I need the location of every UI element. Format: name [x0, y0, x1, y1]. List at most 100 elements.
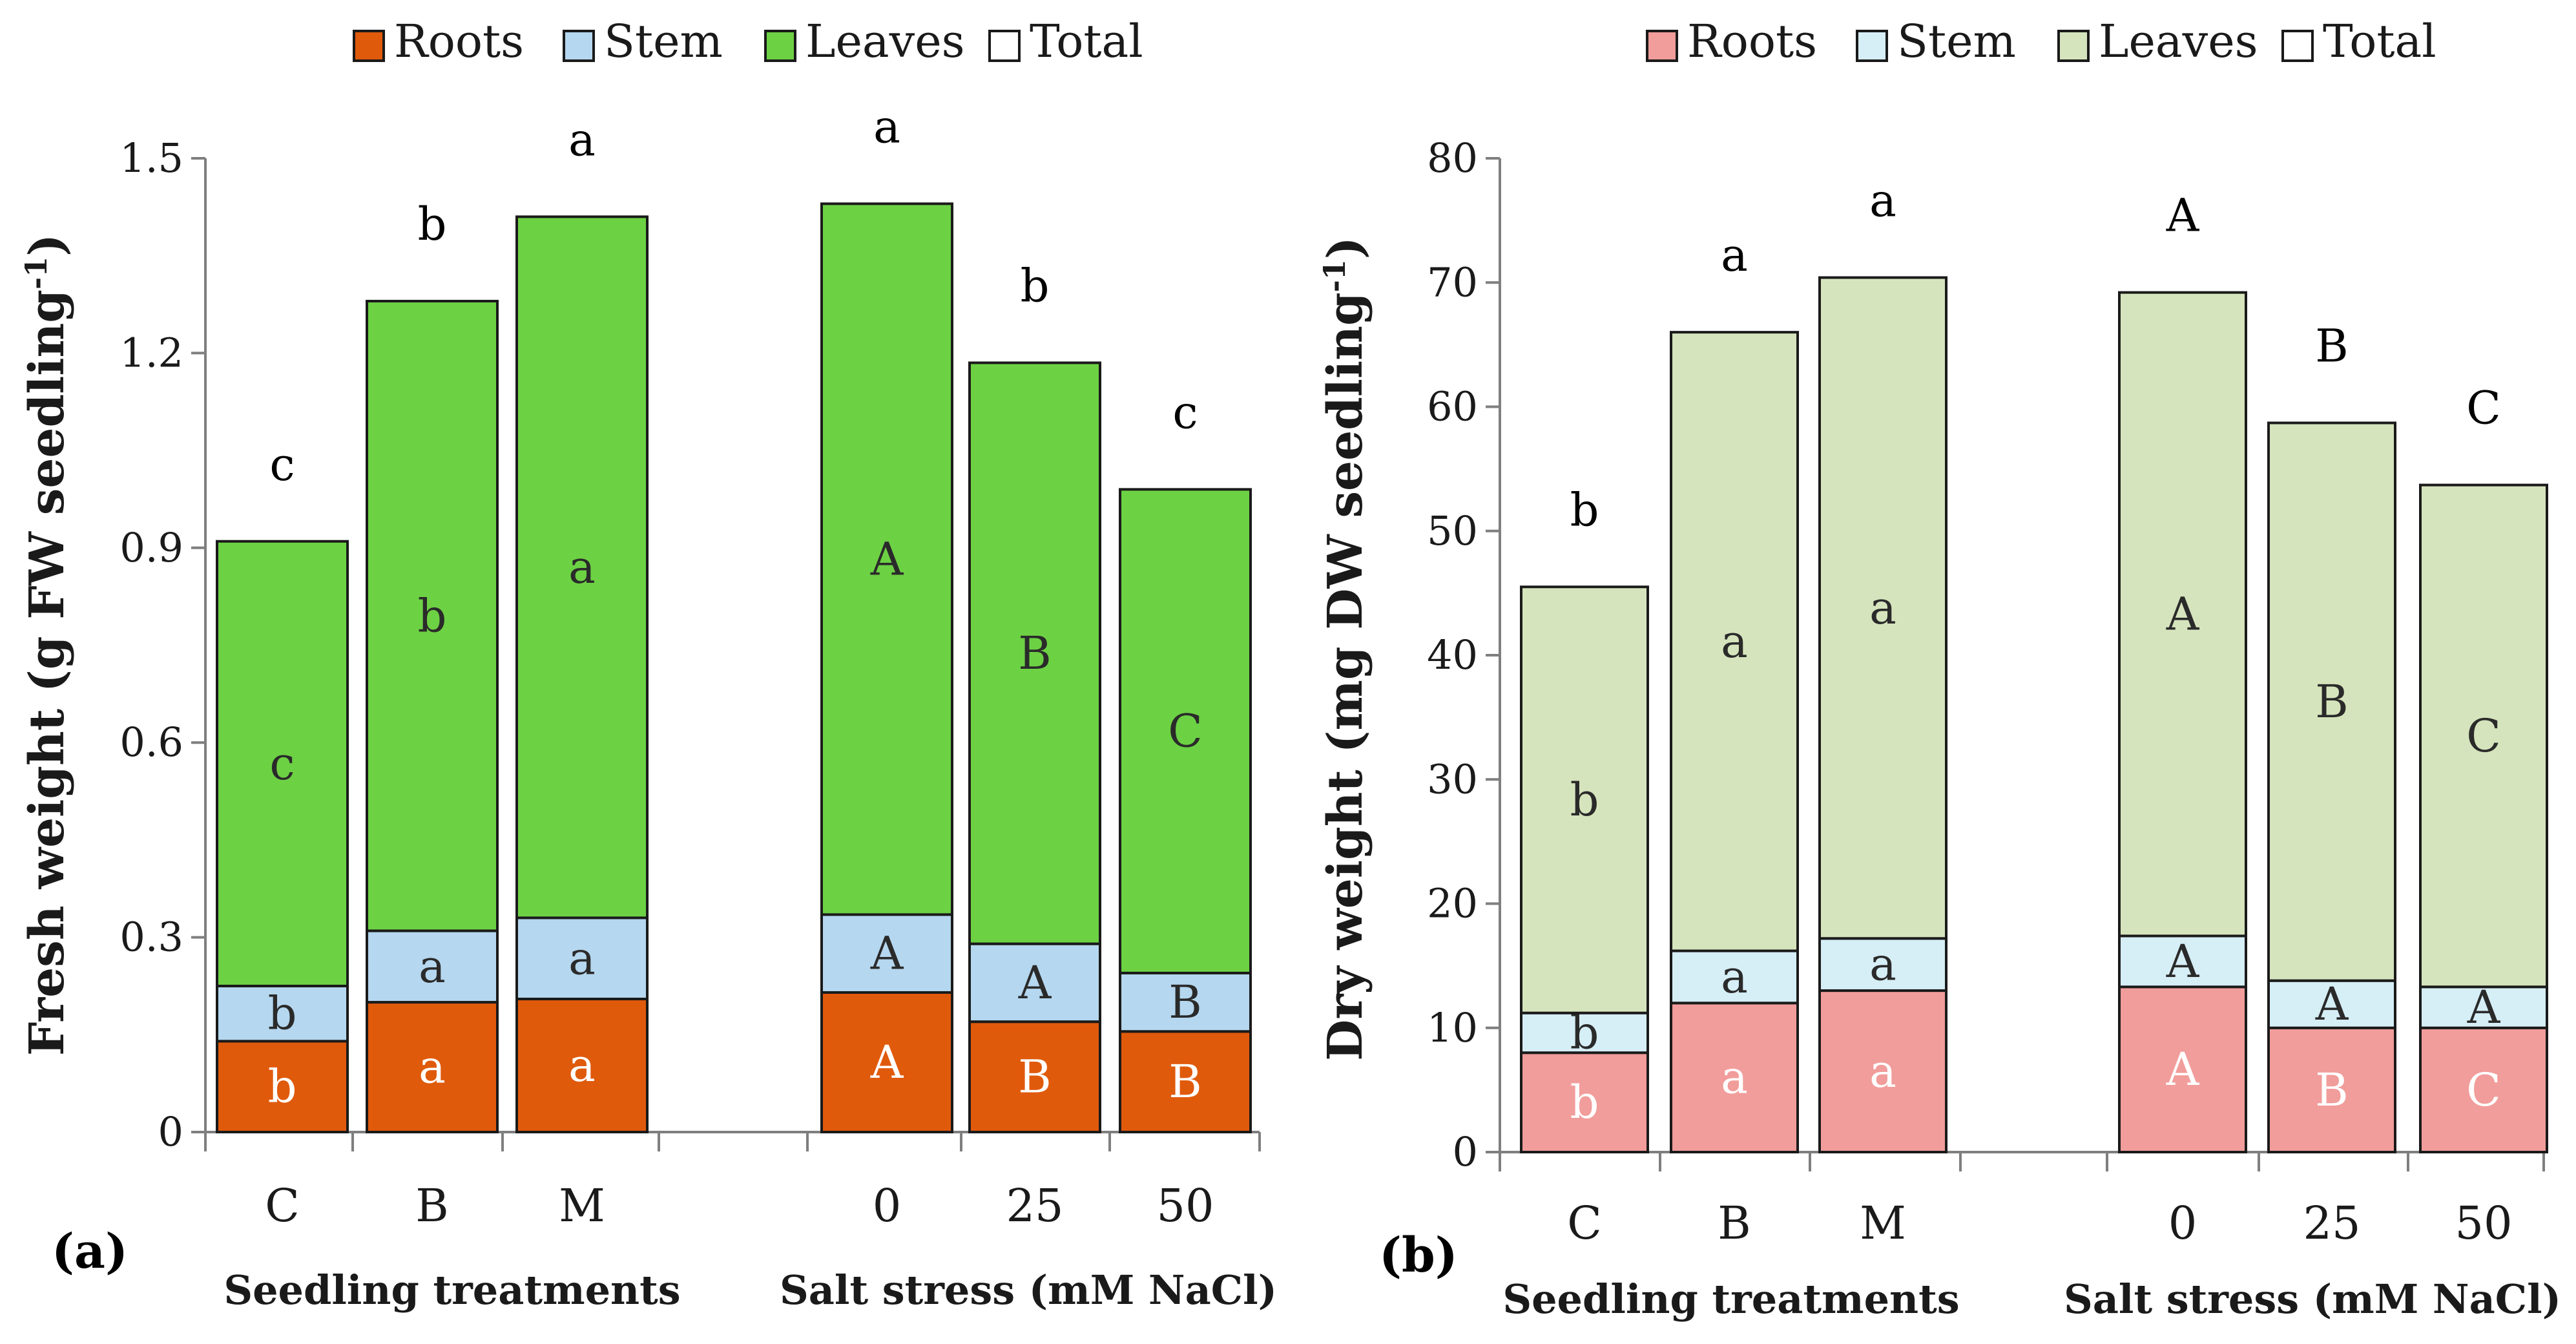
bar-total-letter-0: a — [873, 100, 900, 153]
bar-stem-C — [216, 984, 349, 1043]
y-tick-label: 70 — [1427, 258, 1478, 306]
bar-stem-letter-B: a — [1721, 950, 1748, 1003]
bar-roots-letter-M: a — [568, 1039, 596, 1092]
y-tick-label: 1.5 — [119, 134, 183, 182]
y-tick-label: 40 — [1427, 631, 1478, 678]
bar-roots-letter-0: A — [2166, 1043, 2200, 1096]
bar-leaves-letter-M: a — [1869, 582, 1896, 635]
bar-stem-letter-50: A — [2467, 981, 2501, 1034]
bar-leaves-letter-B: a — [1721, 615, 1748, 668]
bar-leaves-letter-0: A — [2166, 588, 2200, 641]
bar-roots-letter-50: B — [1169, 1055, 1201, 1108]
bar-stem-letter-0: A — [2166, 935, 2200, 988]
x-category-label-50: 50 — [1156, 1179, 1214, 1232]
y-tick-label: 0 — [1453, 1128, 1478, 1175]
legend-swatch-total — [2281, 30, 2314, 62]
y-axis-title-close: ) — [1318, 236, 1373, 259]
bar-stem-0 — [820, 913, 953, 994]
bar-leaves-M — [1818, 276, 1948, 940]
x-group-label: Salt stress (mM NaCl) — [2064, 1276, 2561, 1323]
x-group-label: Salt stress (mM NaCl) — [780, 1266, 1277, 1314]
legend-swatch-total — [988, 30, 1021, 62]
y-axis-title-close: ) — [19, 234, 75, 257]
bar-roots-letter-50: C — [2466, 1064, 2501, 1117]
x-group-label: Seedling treatments — [223, 1266, 680, 1314]
bar-leaves-B — [1670, 331, 1799, 952]
panel-label: (a) — [52, 1224, 128, 1279]
legend-label-roots: Roots — [394, 15, 524, 68]
y-tick-label: 0.9 — [119, 524, 183, 571]
x-category-label-25: 25 — [1006, 1179, 1063, 1232]
x-category-label-C: C — [1567, 1197, 1602, 1250]
bar-stem-C — [1520, 1011, 1649, 1055]
bar-stem-letter-25: A — [2315, 978, 2349, 1031]
legend-swatch-roots — [353, 30, 385, 62]
bar-leaves-C — [216, 540, 349, 987]
bar-leaves-letter-50: C — [1168, 705, 1203, 758]
x-category-label-M: M — [559, 1179, 605, 1232]
bar-total-letter-B: a — [1721, 229, 1748, 282]
bar-total-letter-C: c — [269, 438, 295, 491]
bar-roots-letter-25: B — [1018, 1051, 1051, 1104]
bar-roots-0 — [2118, 985, 2247, 1153]
bar-stem-letter-25: A — [1018, 956, 1052, 1009]
bar-roots-letter-M: a — [1869, 1045, 1896, 1098]
legend-swatch-stem — [1856, 30, 1888, 62]
bar-stem-letter-C: b — [1570, 1006, 1599, 1059]
bar-stem-0 — [2118, 934, 2247, 989]
bar-stem-25 — [968, 942, 1101, 1024]
bar-stem-letter-B: a — [419, 940, 446, 993]
bar-roots-50 — [2419, 1026, 2548, 1153]
y-tick-label: 80 — [1427, 134, 1478, 182]
legend-label-total: Total — [2323, 15, 2436, 68]
bar-leaves-25 — [968, 361, 1101, 945]
bar-leaves-0 — [820, 202, 953, 916]
legend-label-leaves: Leaves — [2099, 15, 2258, 68]
bar-stem-50 — [2419, 985, 2548, 1029]
bar-roots-letter-C: b — [268, 1060, 297, 1113]
bar-roots-B — [1670, 1002, 1799, 1154]
bar-stem-letter-50: B — [1169, 976, 1201, 1029]
legend-label-roots: Roots — [1687, 15, 1817, 68]
bar-total-letter-C: b — [1570, 483, 1599, 536]
bar-stem-letter-M: a — [1869, 938, 1896, 991]
legend-label-total: Total — [1030, 15, 1143, 68]
bar-roots-M — [1818, 989, 1948, 1153]
bar-total-letter-M: a — [568, 113, 596, 166]
bar-leaves-letter-C: c — [269, 737, 295, 790]
x-category-label-25: 25 — [2303, 1197, 2360, 1250]
x-category-label-C: C — [265, 1179, 300, 1232]
panel-a-fresh-weight-chart: Roots Stem Leaves Total 0 0.3 0.6 0.9 1.2 1.5 Fres… — [19, 15, 1277, 1314]
x-group-label: Seedling treatments — [1502, 1276, 1959, 1323]
bar-total-letter-B: b — [418, 198, 447, 251]
bar-roots-letter-25: B — [2315, 1064, 2348, 1117]
legend-swatch-leaves — [764, 30, 796, 62]
y-tick-label: 1.2 — [119, 329, 183, 376]
bar-roots-letter-0: A — [870, 1036, 904, 1089]
bar-leaves-0 — [2118, 291, 2247, 938]
bar-leaves-letter-B: b — [418, 589, 447, 642]
bar-total-letter-25: b — [1021, 259, 1050, 312]
y-axis-title-superscript: -1 — [1317, 259, 1352, 292]
bar-leaves-25 — [2267, 421, 2396, 982]
bar-roots-letter-B: a — [419, 1041, 446, 1094]
bar-leaves-C — [1520, 585, 1649, 1014]
bar-stem-letter-C: b — [268, 987, 297, 1040]
bar-leaves-letter-50: C — [2466, 709, 2501, 762]
bar-roots-B — [366, 1001, 499, 1133]
y-axis-title-superscript: -1 — [19, 257, 54, 289]
bar-roots-C — [1520, 1051, 1649, 1153]
legend-swatch-roots — [1646, 30, 1678, 62]
bar-roots-25 — [2267, 1026, 2396, 1153]
bar-leaves-letter-25: B — [2315, 675, 2348, 728]
bar-total-letter-0: A — [2166, 189, 2200, 242]
y-tick-label: 30 — [1427, 755, 1478, 803]
bar-leaves-50 — [2419, 483, 2548, 989]
bar-leaves-letter-C: b — [1570, 773, 1599, 826]
bar-roots-letter-C: b — [1570, 1076, 1599, 1129]
panel-b-dry-weight-chart: Roots Stem Leaves Total 0 10 20 30 40 50 60 70 80 Dry… — [1317, 15, 2561, 1323]
bar-leaves-letter-25: B — [1018, 627, 1051, 680]
y-axis-title-main: Dry weight (mg DW seedling — [1318, 292, 1373, 1061]
y-axis-title: Dry weight (mg DW seedling-1) — [1317, 236, 1373, 1061]
